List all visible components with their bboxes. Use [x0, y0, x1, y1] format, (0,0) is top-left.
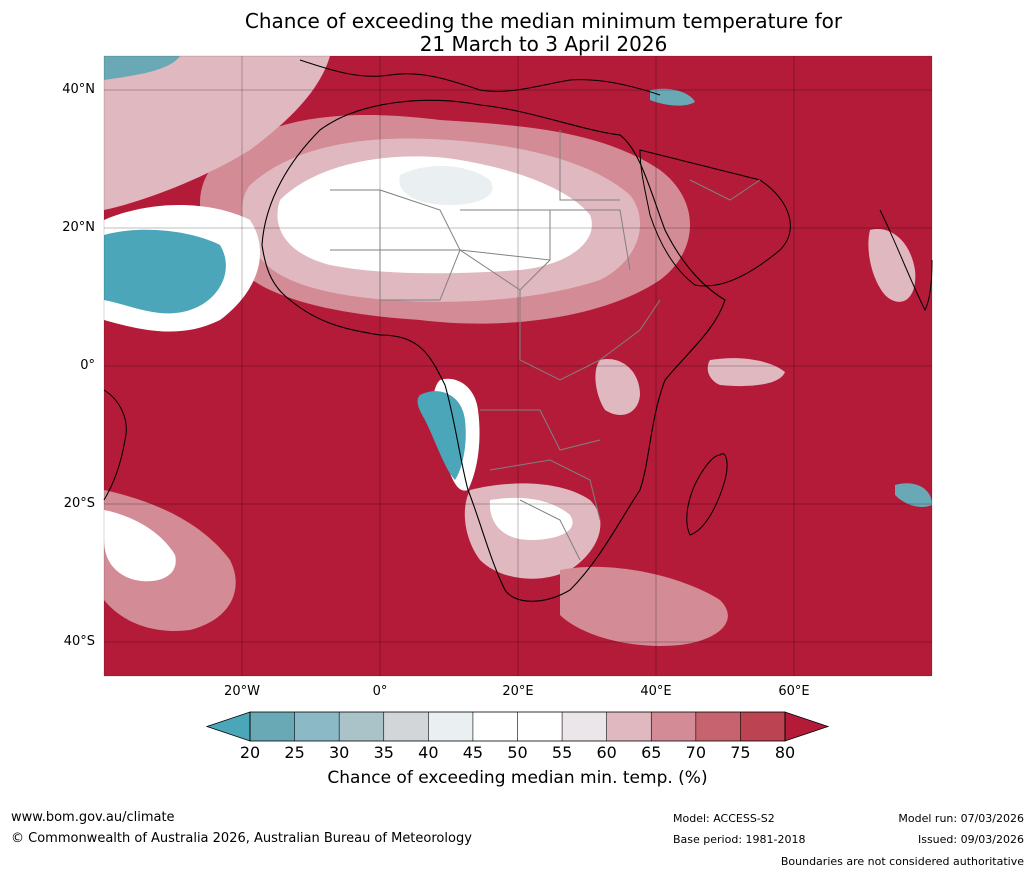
colorbar-extend-low	[205, 711, 251, 742]
footer-issued: Issued: 09/03/2026	[917, 833, 1024, 846]
lat-label-20n: 20°N	[62, 220, 95, 235]
colorbar-tick-label: 30	[328, 743, 350, 762]
footer-copyright: © Commonwealth of Australia 2026, Austra…	[11, 831, 472, 846]
colorbar-tick-label: 50	[507, 743, 528, 762]
map-graticule	[104, 56, 932, 676]
india-coastline	[879, 209, 933, 312]
lat-label-40n: 40°N	[62, 82, 95, 97]
sahara-low-patch	[399, 165, 493, 205]
colorbar-tick-label: 65	[641, 743, 662, 762]
colorbar-tick-label: 60	[596, 743, 617, 762]
madagascar-coastline	[686, 453, 728, 536]
colorbar-extend-high	[784, 711, 830, 742]
lon-label-0: 0°	[372, 684, 388, 699]
colorbar-bin	[472, 712, 518, 741]
footer-model-run: Model run: 07/03/2026	[898, 812, 1024, 825]
europe-coastline	[299, 59, 661, 96]
lon-label-20w: 20°W	[224, 684, 260, 699]
africa-coastline	[261, 99, 726, 602]
colorbar-bin	[428, 712, 473, 741]
caspian-cool-patch	[650, 88, 695, 106]
lat-label-20s: 20°S	[63, 496, 95, 511]
far-nw-cool-patch	[104, 56, 180, 80]
colorbar-tick-label: 40	[418, 743, 439, 762]
colorbar-tick-label: 45	[462, 743, 484, 762]
colorbar-title: Chance of exceeding median min. temp. (%…	[327, 768, 708, 788]
colorbar-bin	[651, 712, 696, 741]
footer-model: Model: ACCESS-S2	[673, 812, 775, 825]
country-borders	[330, 130, 761, 561]
lon-label-60e: 60°E	[778, 684, 810, 699]
south-indian-mid-region	[560, 566, 728, 646]
sahara-neutral-region	[277, 156, 592, 274]
colorbar-tick-label: 35	[373, 743, 394, 762]
footer-base-period: Base period: 1981-2018	[673, 833, 806, 846]
colorbar-bin	[250, 712, 295, 741]
chart-title: Chance of exceeding the median minimum t…	[244, 9, 843, 33]
lat-label-0: 0°	[80, 358, 95, 373]
colorbar-tick-label: 20	[239, 743, 261, 762]
east-ocean-patch	[707, 358, 785, 387]
colorbar-tick-label: 25	[284, 743, 305, 762]
colorbar-tick-label: 55	[551, 743, 573, 762]
south-america-coastline	[103, 389, 127, 501]
colorbar-bin	[383, 712, 429, 741]
nw-atlantic-cool-region	[104, 229, 226, 314]
footer-url: www.bom.gov.au/climate	[11, 810, 175, 825]
angola-coast-cool-core	[417, 391, 466, 480]
lon-label-40e: 40°E	[640, 684, 672, 699]
south-atlantic-neutral-region	[104, 510, 176, 582]
colorbar-bin	[294, 712, 340, 741]
colorbar-bin	[695, 712, 741, 741]
colorbar	[205, 711, 830, 742]
nw-atlantic-mid-region	[104, 56, 330, 210]
colorbar-bin	[606, 712, 652, 741]
colorbar-tick-label: 75	[730, 743, 751, 762]
footer-disclaimer: Boundaries are not considered authoritat…	[780, 855, 1024, 868]
arabia-coastline	[639, 149, 791, 287]
colorbar-bin	[339, 712, 384, 741]
colorbar-tick-label: 80	[774, 743, 796, 762]
colorbar-bin	[517, 712, 563, 741]
southern-africa-neutral-region	[489, 497, 573, 540]
lat-label-40s: 40°S	[63, 634, 95, 649]
colorbar-tick-label: 70	[685, 743, 706, 762]
lake-victoria-mid-patch	[595, 359, 640, 415]
colorbar-bin	[740, 712, 785, 741]
chart-subtitle-dates: 21 March to 3 April 2026	[419, 32, 668, 56]
lon-label-20e: 20°E	[502, 684, 534, 699]
far-east-cool-patch	[895, 483, 932, 507]
colorbar-bin	[562, 712, 607, 741]
arabian-mid-patch	[868, 229, 916, 302]
